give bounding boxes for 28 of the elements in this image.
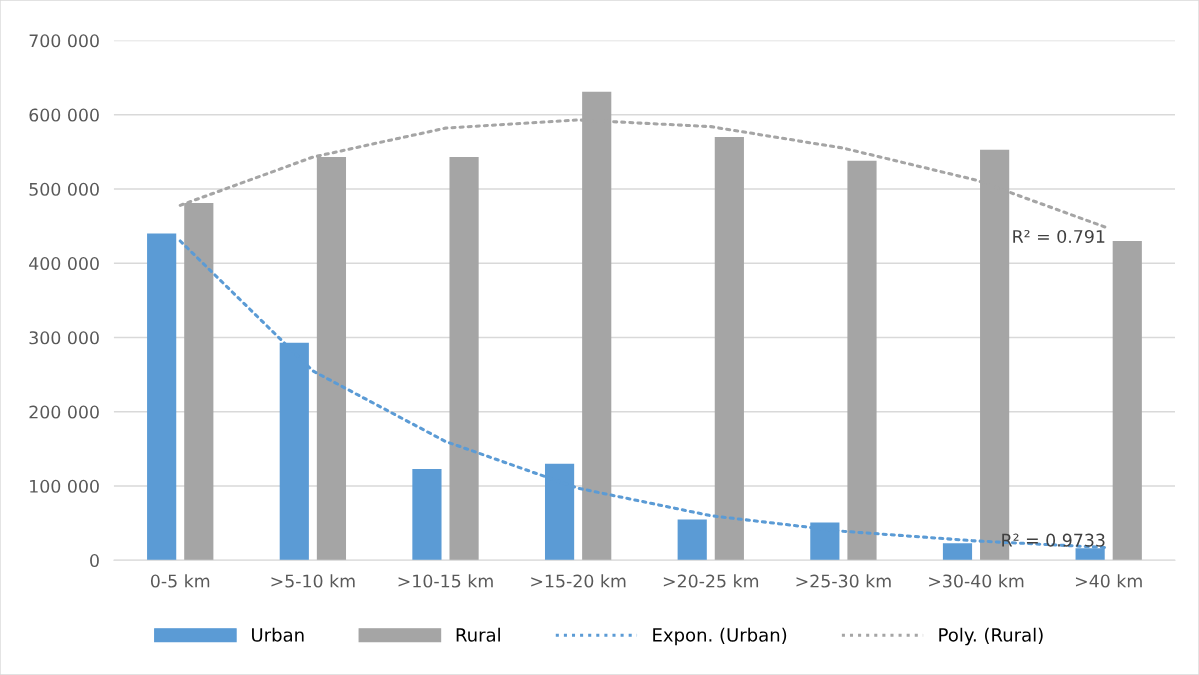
legend-label: Poly. (Rural) xyxy=(939,627,1043,646)
y-tick-label: 500 000 xyxy=(29,182,99,196)
x-tick-label: >40 km xyxy=(1075,574,1142,588)
legend-label: Rural xyxy=(456,627,500,642)
y-tick-label: 700 000 xyxy=(29,34,99,48)
y-tick-label: 200 000 xyxy=(29,405,99,419)
y-tick-label: 400 000 xyxy=(29,256,99,271)
x-tick-label: >5-10 km xyxy=(271,574,355,588)
x-tick-label: >25-30 km xyxy=(796,574,891,588)
y-tick-label: 300 000 xyxy=(29,331,99,345)
x-tick-label: >20-25 km xyxy=(663,574,759,588)
legend-label: Expon. (Urban) xyxy=(653,627,787,646)
bar xyxy=(714,137,744,561)
bar xyxy=(1112,240,1142,561)
bar xyxy=(449,157,479,561)
y-tick-label: 0 xyxy=(90,553,99,568)
x-tick-label: >30-40 km xyxy=(929,574,1024,588)
bar xyxy=(147,233,177,561)
y-tick-label: 600 000 xyxy=(29,108,99,122)
bar xyxy=(412,468,442,561)
bar xyxy=(847,160,877,561)
x-tick-label: >15-20 km xyxy=(531,574,626,588)
annotation: R² = 0.791 xyxy=(1013,229,1105,244)
y-tick-label: 100 000 xyxy=(30,479,99,493)
x-tick-label: 0-5 km xyxy=(150,574,210,588)
legend-label: Urban xyxy=(252,627,304,642)
x-tick-label: >10-15 km xyxy=(398,574,493,588)
bar xyxy=(677,519,707,561)
